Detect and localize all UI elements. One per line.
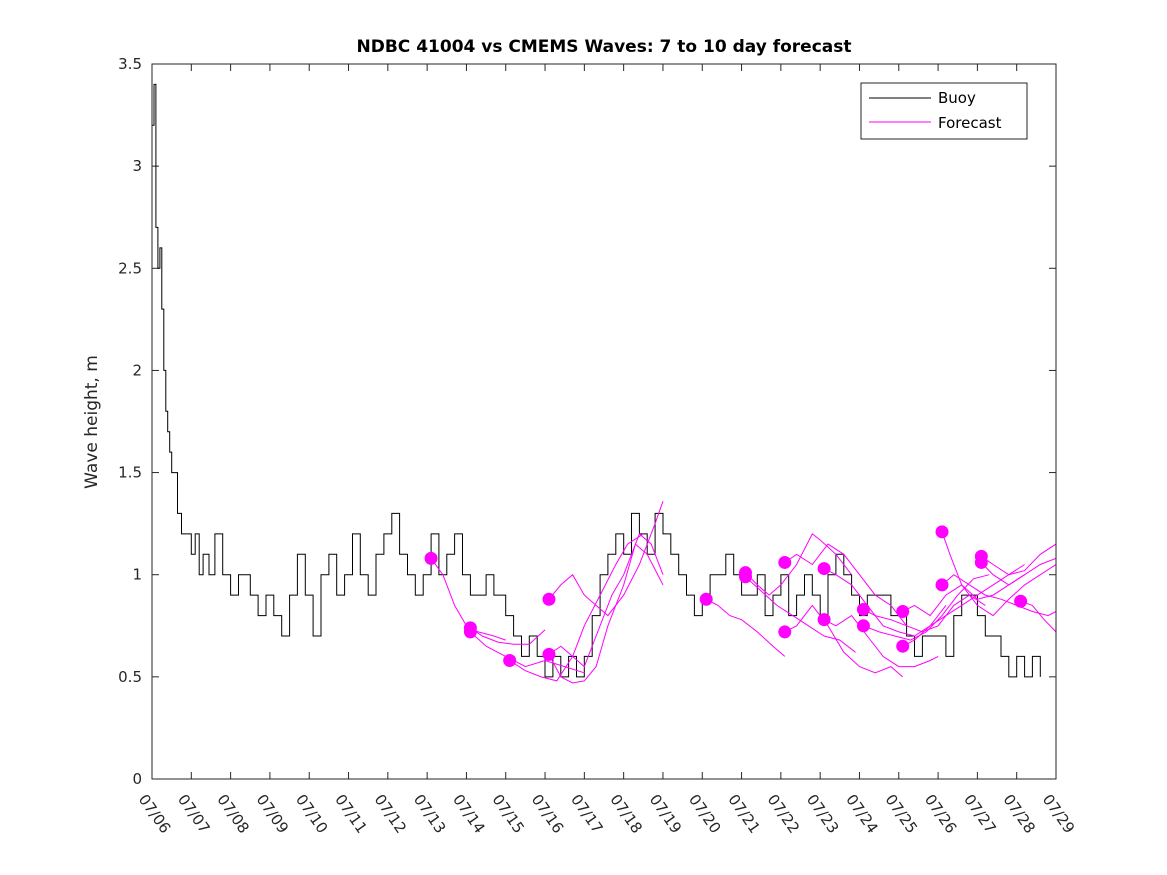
x-tick-label: 07/17: [567, 791, 607, 837]
forecast-start-point: [542, 647, 556, 661]
forecast-start-point: [778, 625, 792, 639]
forecast-series-line: [784, 604, 904, 678]
y-tick-label: 0.5: [118, 668, 142, 686]
forecast-start-point: [463, 625, 477, 639]
x-tick-label: 07/23: [803, 791, 843, 837]
x-tick-label: 07/27: [960, 791, 1000, 837]
forecast-start-point: [1014, 594, 1028, 608]
forecast-series-line: [548, 543, 664, 684]
forecast-series-line: [470, 627, 546, 645]
forecast-start-point: [778, 555, 792, 569]
forecast-series-line: [823, 614, 939, 668]
y-tick-label: 1.5: [118, 464, 142, 482]
forecast-start-point: [542, 592, 556, 606]
forecast-start-point: [896, 604, 910, 618]
forecast-series-line: [548, 533, 664, 668]
y-axis-label: Wave height, m: [82, 355, 102, 489]
y-tick-label: 0: [132, 770, 142, 788]
forecast-start-point: [699, 592, 713, 606]
forecast-start-point: [935, 578, 949, 592]
x-tick-label: 07/16: [528, 791, 568, 837]
forecast-series-line: [980, 557, 1056, 586]
legend: Buoy Forecast: [860, 82, 1028, 140]
y-tick-label: 2.5: [118, 259, 142, 277]
y-tick-label: 3: [132, 157, 142, 175]
forecast-start-point: [974, 555, 988, 569]
x-tick-label: 07/25: [882, 791, 922, 837]
x-tick-label: 07/15: [488, 791, 528, 837]
x-tick-label: 07/24: [842, 791, 882, 837]
x-tick-label: 07/26: [921, 791, 961, 837]
forecast-start-point: [738, 570, 752, 584]
y-tick-label: 2: [132, 361, 142, 379]
forecast-series-line: [823, 568, 947, 637]
legend-buoy-label: Buoy: [938, 89, 976, 107]
x-tick-label: 07/13: [410, 791, 450, 837]
x-tick-label: 07/14: [449, 791, 489, 837]
x-tick-label: 07/07: [174, 791, 214, 837]
forecast-series-line: [745, 533, 852, 596]
plot-frame: [151, 63, 1057, 780]
x-tick-label: 07/28: [999, 791, 1039, 837]
forecast-series-line: [941, 531, 1056, 617]
x-tick-label: 07/10: [292, 791, 332, 837]
x-tick-label: 07/22: [764, 791, 804, 837]
forecast-series-line: [784, 543, 907, 627]
forecast-series-line: [705, 598, 786, 657]
forecast-series-line: [548, 501, 664, 617]
y-tick-label: 3.5: [118, 55, 142, 73]
forecast-start-point: [935, 525, 949, 539]
forecast-series-line: [981, 543, 1056, 576]
x-tick-label: 07/06: [135, 791, 175, 837]
x-tick-label: 07/18: [606, 791, 646, 837]
forecast-start-point: [896, 639, 910, 653]
series-layer: [152, 83, 1056, 684]
forecast-start-point: [856, 619, 870, 633]
forecast-start-point: [817, 562, 831, 576]
x-tick-label: 07/09: [253, 791, 293, 837]
forecast-start-point: [424, 551, 438, 565]
forecast-start-point: [856, 602, 870, 616]
x-tick-label: 07/08: [213, 791, 253, 837]
forecast-series-line: [902, 564, 1025, 647]
x-tick-label: 07/12: [371, 791, 411, 837]
x-tick-label: 07/11: [331, 791, 371, 837]
forecast-series-line: [863, 594, 986, 633]
legend-forecast-label: Forecast: [938, 114, 1002, 132]
forecast-series-line: [941, 574, 1056, 617]
plot-area: [152, 64, 1056, 779]
y-axis: 0 0.5 1 1.5 2 2.5 3 3.5: [118, 55, 1056, 788]
chart-title: NDBC 41004 vs CMEMS Waves: 7 to 10 day f…: [357, 37, 852, 57]
x-tick-label: 07/21: [724, 791, 764, 837]
y-tick-label: 1: [132, 566, 142, 584]
x-tick-label: 07/29: [1039, 791, 1079, 837]
forecast-start-point: [503, 654, 517, 668]
forecast-start-point: [817, 613, 831, 627]
forecast-series-line: [470, 631, 585, 674]
x-tick-label: 07/19: [646, 791, 686, 837]
x-tick-label: 07/20: [685, 791, 725, 837]
forecast-series-line: [509, 533, 644, 682]
legend-box: [860, 82, 1028, 140]
